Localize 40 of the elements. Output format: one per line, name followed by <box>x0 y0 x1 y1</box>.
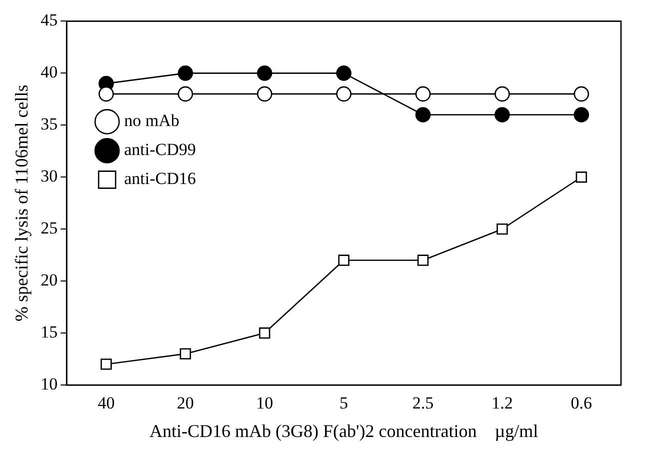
x-tick-label: 0.6 <box>570 394 592 413</box>
point <box>576 172 587 183</box>
point <box>256 86 272 102</box>
point <box>256 66 272 81</box>
point <box>338 254 350 266</box>
point <box>415 107 431 122</box>
y-tick-label: 15 <box>40 322 58 342</box>
point <box>494 107 510 122</box>
x-tick-label: 40 <box>98 394 115 413</box>
point <box>417 254 429 266</box>
legend-label: anti-CD99 <box>124 140 196 160</box>
point <box>100 358 112 370</box>
legend-label: anti-CD16 <box>124 169 196 188</box>
point <box>574 107 590 122</box>
y-tick-label: 45 <box>40 10 58 30</box>
point <box>494 86 510 102</box>
x-tick-label: 5 <box>340 394 348 413</box>
y-tick-label: 25 <box>40 218 58 238</box>
point <box>180 348 191 360</box>
y-axis-title: % specific lysis of 1106mel cells <box>12 84 32 322</box>
legend-label: no mAb <box>124 111 180 130</box>
point <box>336 86 352 102</box>
point <box>98 86 114 102</box>
point <box>574 86 590 102</box>
x-tick-label: 2.5 <box>412 394 434 413</box>
y-tick-label: 35 <box>40 114 58 134</box>
x-axis-title: Anti-CD16 mAb (3G8) F(ab')2 concentration µg/ml <box>150 420 538 441</box>
point <box>336 66 352 81</box>
x-tick-label: 10 <box>256 394 274 413</box>
point <box>496 223 508 235</box>
point <box>178 86 194 102</box>
x-tick-label: 1.2 <box>492 394 513 413</box>
point <box>178 66 194 81</box>
x-tick-label: 20 <box>176 394 194 413</box>
point <box>259 327 270 339</box>
y-tick-label: 10 <box>40 374 58 394</box>
y-tick-label: 40 <box>40 62 58 82</box>
y-tick-label: 20 <box>40 270 58 290</box>
point <box>415 86 431 102</box>
y-tick-label: 30 <box>40 166 58 186</box>
